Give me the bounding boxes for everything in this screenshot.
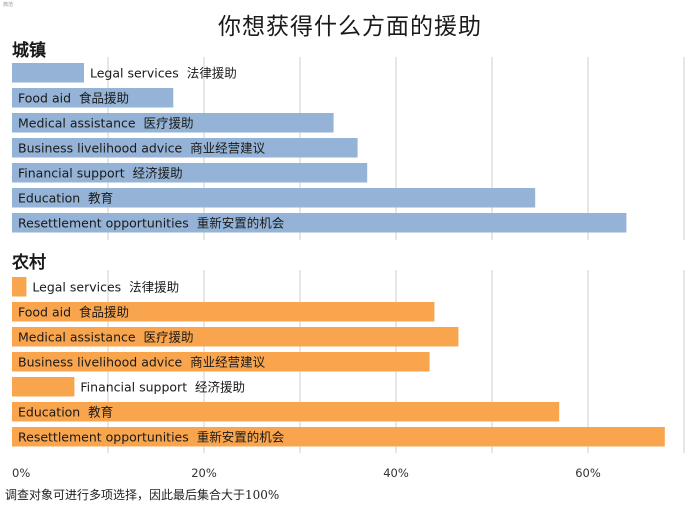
- bar-label: Resettlement opportunities 重新安置的机会: [18, 429, 285, 444]
- bar: [12, 277, 27, 297]
- bar: [12, 188, 536, 208]
- bar: [12, 427, 665, 447]
- x-tick-label: 20%: [191, 466, 217, 480]
- bar: [12, 63, 84, 83]
- bar: [12, 352, 430, 372]
- bar-label: Legal services 法律援助: [32, 279, 179, 294]
- bar: [12, 213, 627, 233]
- bar: [12, 327, 459, 347]
- bar-label: Medical assistance 医疗援助: [18, 115, 194, 130]
- bar-label: Medical assistance 医疗援助: [18, 329, 194, 344]
- x-tick-label: 0%: [12, 466, 30, 480]
- panel-title-urban: 城镇: [12, 41, 46, 61]
- bar: [12, 402, 560, 422]
- bar: [12, 163, 368, 183]
- bar: [12, 138, 358, 158]
- bar: [12, 88, 174, 108]
- corner-mark: 典范: [3, 2, 14, 8]
- bar-label: Education 教育: [18, 404, 113, 419]
- bar-label: Resettlement opportunities 重新安置的机会: [18, 215, 285, 230]
- chart-title: 你想获得什么方面的援助: [218, 14, 482, 40]
- bar: [12, 377, 75, 397]
- x-tick-label: 40%: [383, 466, 409, 480]
- bar-label: Education 教育: [18, 190, 113, 205]
- bar-label: Financial support 经济援助: [18, 165, 183, 180]
- bar-label: Food aid 食品援助: [18, 304, 129, 319]
- bar-label: Financial support 经济援助: [80, 379, 245, 394]
- footnote: 调查对象可进行多项选择，因此最后集合大于100%: [5, 488, 280, 502]
- bar-label: Business livelihood advice 商业经营建议: [18, 354, 266, 369]
- bar: [12, 302, 435, 322]
- x-tick-label: 60%: [575, 466, 601, 480]
- panel-title-rural: 农村: [12, 253, 46, 273]
- bar-label: Legal services 法律援助: [90, 65, 237, 80]
- bar: [12, 113, 334, 133]
- bar-label: Food aid 食品援助: [18, 90, 129, 105]
- bar-label: Business livelihood advice 商业经营建议: [18, 140, 266, 155]
